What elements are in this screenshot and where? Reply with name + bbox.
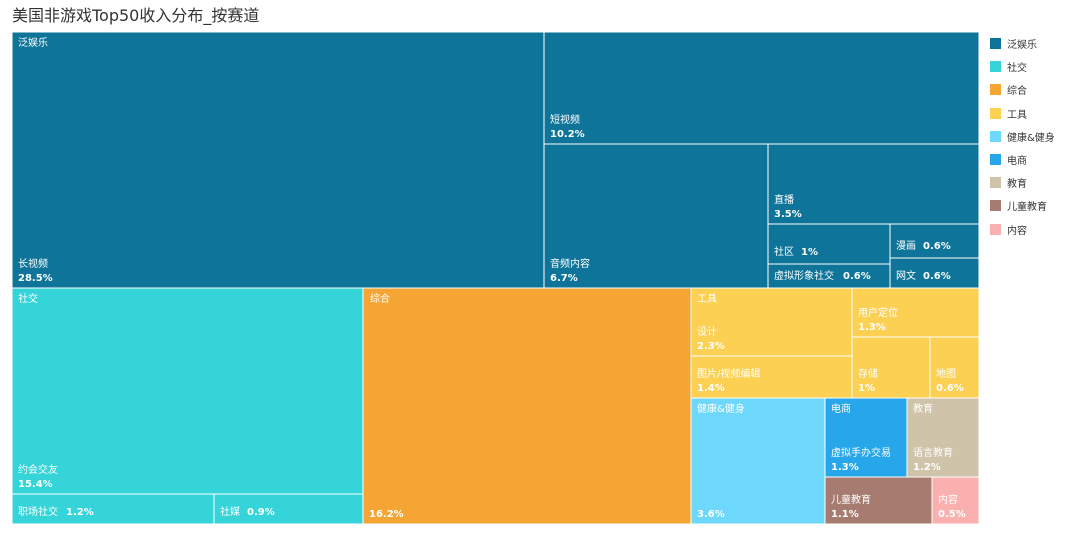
- legend-label: 电商: [1007, 156, 1027, 168]
- tile-7-0-value: 1.1%: [831, 509, 859, 520]
- tile-0-6-label: 漫画: [896, 240, 916, 252]
- tile-3-2-value: 1.3%: [858, 322, 886, 333]
- tile-5-0[interactable]: [824, 397, 908, 478]
- legend-item-4[interactable]: 健康&健身: [990, 125, 1078, 148]
- tile-3-1[interactable]: [690, 355, 853, 399]
- tile-5-0-value: 1.3%: [831, 462, 859, 473]
- tile-3-4-label: 地图: [936, 367, 956, 380]
- legend-label: 工具: [1007, 109, 1027, 121]
- tile-0-4-value: 1%: [801, 247, 818, 258]
- legend-item-3[interactable]: 工具: [990, 102, 1078, 125]
- tile-4-0-value: 3.6%: [697, 509, 725, 520]
- legend-swatch: [990, 84, 1001, 96]
- legend-label: 教育: [1007, 179, 1027, 191]
- legend-swatch: [990, 61, 1001, 73]
- tile-0-7[interactable]: [889, 257, 980, 289]
- legend-label: 内容: [1007, 225, 1027, 237]
- tile-1-0-value: 15.4%: [18, 479, 53, 490]
- legend-swatch: [990, 130, 1001, 142]
- legend-item-6[interactable]: 教育: [990, 171, 1078, 194]
- tile-6-0-label: 语言教育: [913, 446, 953, 459]
- tile-0-1[interactable]: [543, 31, 980, 145]
- legend-item-2[interactable]: 综合: [990, 78, 1078, 101]
- tile-3-3-label: 存储: [858, 367, 878, 380]
- tile-8-0-value: 0.5%: [938, 509, 966, 520]
- tile-0-5-label: 虚拟形象社交: [774, 269, 834, 282]
- legend-swatch: [990, 154, 1001, 166]
- group-label-3: 工具: [697, 293, 717, 305]
- legend-swatch: [990, 107, 1001, 119]
- tile-1-2[interactable]: [213, 493, 364, 525]
- tile-0-7-value: 0.6%: [923, 271, 951, 282]
- tile-3-3[interactable]: [851, 336, 931, 399]
- tile-0-0-label: 长视频: [18, 257, 48, 270]
- legend-swatch: [990, 38, 1001, 50]
- tile-8-0-label: 内容: [938, 493, 958, 506]
- tile-3-2-label: 用户定位: [858, 306, 898, 319]
- group-label-0: 泛娱乐: [18, 36, 48, 49]
- tile-0-2-label: 音频内容: [550, 257, 590, 270]
- legend-label: 健康&健身: [1007, 132, 1055, 144]
- tile-3-4[interactable]: [929, 336, 980, 399]
- tile-1-0-label: 约会交友: [18, 463, 58, 476]
- legend-item-5[interactable]: 电商: [990, 148, 1078, 171]
- legend-label: 社交: [1007, 63, 1027, 75]
- tile-7-0-label: 儿童教育: [831, 493, 871, 506]
- group-label-6: 教育: [913, 402, 933, 415]
- legend-item-1[interactable]: 社交: [990, 55, 1078, 78]
- tile-3-0-value: 2.3%: [697, 341, 725, 352]
- tile-0-3-value: 3.5%: [774, 209, 802, 220]
- legend-swatch: [990, 223, 1001, 235]
- tile-1-1-value: 1.2%: [66, 507, 94, 518]
- tile-0-4-label: 社区: [774, 245, 794, 258]
- tile-7-0[interactable]: [824, 476, 933, 525]
- tile-1-2-value: 0.9%: [247, 507, 275, 518]
- tile-3-0[interactable]: [690, 287, 853, 357]
- tile-1-2-label: 社媒: [220, 505, 240, 518]
- tile-1-1[interactable]: [11, 493, 215, 525]
- tile-0-1-value: 10.2%: [550, 129, 585, 140]
- tile-5-0-label: 虚拟手办交易: [831, 446, 891, 459]
- legend-label: 综合: [1007, 86, 1027, 98]
- tile-6-0-value: 1.2%: [913, 462, 941, 473]
- tile-3-0-label: 设计: [697, 325, 717, 338]
- tile-1-0[interactable]: [11, 287, 364, 495]
- tile-2-0-value: 16.2%: [369, 509, 404, 520]
- tile-1-1-label: 职场社交: [18, 505, 58, 518]
- group-label-2: 综合: [370, 292, 390, 305]
- tile-0-3-label: 直播: [774, 193, 794, 206]
- chart-title: 美国非游戏Top50收入分布_按赛道: [12, 6, 260, 25]
- tile-4-0[interactable]: [690, 397, 826, 525]
- tile-3-1-value: 1.4%: [697, 383, 725, 394]
- legend-item-8[interactable]: 内容: [990, 218, 1078, 241]
- tile-0-7-label: 网文: [896, 269, 916, 282]
- tile-8-0[interactable]: [931, 476, 980, 525]
- tile-3-3-value: 1%: [858, 383, 875, 394]
- tile-6-0[interactable]: [906, 397, 980, 478]
- tile-0-0-value: 28.5%: [18, 273, 53, 284]
- tile-2-0[interactable]: [362, 287, 692, 525]
- legend-label: 泛娱乐: [1007, 40, 1037, 52]
- legend: 泛娱乐社交综合工具健康&健身电商教育儿童教育内容: [990, 32, 1078, 241]
- tile-0-6-value: 0.6%: [923, 241, 951, 252]
- tile-0-2-value: 6.7%: [550, 273, 578, 284]
- group-label-4: 健康&健身: [697, 402, 745, 415]
- legend-item-0[interactable]: 泛娱乐: [990, 32, 1078, 55]
- legend-swatch: [990, 200, 1001, 212]
- tile-0-4[interactable]: [767, 223, 891, 265]
- tile-3-4-value: 0.6%: [936, 383, 964, 394]
- tile-3-1-label: 图片/视频编辑: [697, 367, 760, 380]
- group-label-1: 社交: [18, 292, 38, 305]
- legend-swatch: [990, 177, 1001, 189]
- legend-item-7[interactable]: 儿童教育: [990, 194, 1078, 217]
- tile-0-0[interactable]: [11, 31, 545, 289]
- tile-0-5-value: 0.6%: [843, 271, 871, 282]
- group-label-5: 电商: [831, 402, 851, 415]
- tile-0-1-label: 短视频: [550, 113, 580, 126]
- legend-label: 儿童教育: [1007, 202, 1047, 214]
- tile-0-6[interactable]: [889, 223, 980, 259]
